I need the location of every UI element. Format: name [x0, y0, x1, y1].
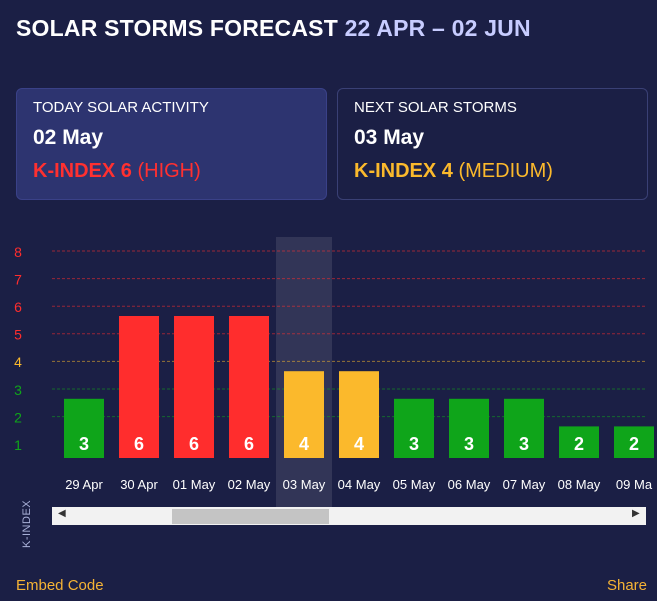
- x-tick-label: 03 May: [283, 477, 326, 492]
- x-tick-label: 08 May: [558, 477, 601, 492]
- bar: [119, 316, 159, 458]
- y-tick-label: 2: [14, 409, 22, 425]
- bar: [229, 316, 269, 458]
- bar-value-label: 3: [409, 434, 419, 454]
- bar: [339, 371, 379, 458]
- y-tick-label: 4: [14, 354, 22, 370]
- bar: [394, 398, 434, 458]
- bar: [614, 426, 654, 458]
- next-card-date: 03 May: [354, 126, 425, 149]
- today-kindex-value: K-INDEX 6: [33, 160, 132, 182]
- chart-scrollbar[interactable]: [52, 507, 646, 525]
- x-tick-label: 01 May: [173, 477, 216, 492]
- x-tick-label: 09 Ma: [616, 477, 653, 492]
- x-tick-label: 07 May: [503, 477, 546, 492]
- y-tick-label: 3: [14, 382, 22, 398]
- bar: [449, 398, 489, 458]
- bar: [504, 398, 544, 458]
- today-card-label: TODAY SOLAR ACTIVITY: [33, 99, 209, 116]
- y-tick-label: 5: [14, 327, 22, 343]
- next-card-kindex: K-INDEX 4 (MEDIUM): [354, 160, 631, 183]
- bar-value-label: 6: [189, 434, 199, 454]
- title-text: SOLAR STORMS FORECAST: [16, 15, 338, 41]
- bar-value-label: 2: [629, 434, 639, 454]
- bar: [64, 398, 104, 458]
- bar: [174, 316, 214, 458]
- bar-value-label: 4: [354, 434, 364, 454]
- next-storms-card: NEXT SOLAR STORMS 03 May K-INDEX 4 (MEDI…: [337, 88, 648, 200]
- x-tick-label: 04 May: [338, 477, 381, 492]
- bar-value-label: 4: [299, 434, 309, 454]
- chart-scrollbar-thumb[interactable]: [172, 509, 329, 524]
- bar-value-label: 3: [464, 434, 474, 454]
- bar-value-label: 6: [244, 434, 254, 454]
- share-link[interactable]: Share: [606, 577, 647, 594]
- bar-value-label: 3: [519, 434, 529, 454]
- bar: [284, 371, 324, 458]
- embed-code-link[interactable]: Embed Code: [16, 577, 104, 594]
- today-kindex-level: (HIGH): [137, 160, 201, 182]
- y-tick-label: 8: [14, 244, 22, 260]
- x-tick-label: 02 May: [228, 477, 271, 492]
- scroll-left-icon[interactable]: ◀: [58, 508, 66, 519]
- x-tick-label: 06 May: [448, 477, 491, 492]
- y-tick-label: 1: [14, 437, 22, 453]
- next-kindex-level: (MEDIUM): [458, 160, 553, 182]
- x-tick-label: 05 May: [393, 477, 436, 492]
- next-kindex-value: K-INDEX 4: [354, 160, 453, 182]
- y-tick-label: 7: [14, 271, 22, 287]
- today-activity-card: TODAY SOLAR ACTIVITY 02 May K-INDEX 6 (H…: [16, 88, 327, 200]
- today-card-kindex: K-INDEX 6 (HIGH): [33, 160, 310, 183]
- bar-value-label: 2: [574, 434, 584, 454]
- y-tick-label: 6: [14, 299, 22, 315]
- x-tick-label: 29 Apr: [65, 477, 103, 492]
- bar-value-label: 6: [134, 434, 144, 454]
- bar: [559, 426, 599, 458]
- y-axis-label: K-INDEX: [21, 499, 33, 548]
- x-tick-label: 30 Apr: [120, 477, 158, 492]
- date-range: 22 APR – 02 JUN: [344, 15, 531, 41]
- next-card-label: NEXT SOLAR STORMS: [354, 99, 517, 116]
- bar-value-label: 3: [79, 434, 89, 454]
- page-title: SOLAR STORMS FORECAST 22 APR – 02 JUN: [16, 15, 531, 42]
- today-card-date: 02 May: [33, 126, 104, 149]
- scroll-right-icon[interactable]: ▶: [632, 508, 640, 519]
